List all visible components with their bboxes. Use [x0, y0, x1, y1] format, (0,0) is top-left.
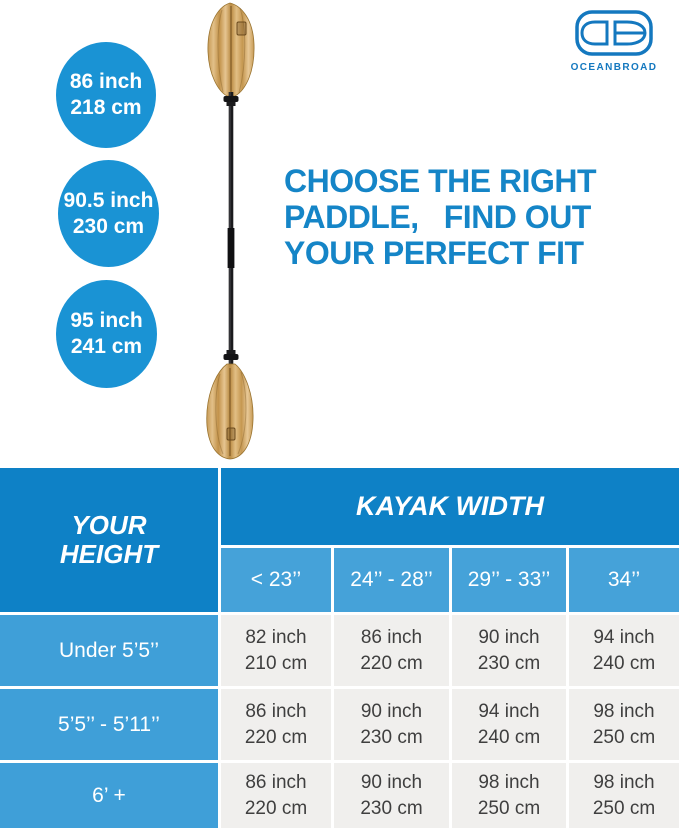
ferrule-joint — [227, 228, 235, 268]
size-cell: 94 inch 240 cm — [452, 689, 566, 760]
size-cell: 86 inch 220 cm — [221, 689, 331, 760]
paddle-top-blade — [207, 2, 255, 97]
drip-ring-top — [223, 96, 239, 102]
size-cell: 86 inch 220 cm — [221, 763, 331, 828]
oceanbroad-logo-icon — [575, 10, 653, 56]
paddle-shaft — [223, 92, 239, 364]
size-bubble-90inch: 90.5 inch 230 cm — [58, 160, 159, 267]
table-header-your-height: YOUR HEIGHT — [0, 468, 218, 612]
bubble-inch-label: 90.5 inch — [63, 188, 154, 212]
brand-wordmark: OCEANBROAD — [570, 62, 658, 73]
size-cell: 98 inch 250 cm — [569, 689, 679, 760]
size-bubble-95inch: 95 inch 241 cm — [56, 280, 157, 388]
bubble-cm-label: 218 cm — [70, 96, 142, 119]
bubble-inch-label: 95 inch — [70, 309, 143, 332]
size-cell: 94 inch 240 cm — [569, 615, 679, 686]
size-cell: 90 inch 230 cm — [334, 763, 449, 828]
size-cell: 90 inch 230 cm — [334, 689, 449, 760]
size-cell: 86 inch 220 cm — [334, 615, 449, 686]
size-bubble-86inch: 86 inch 218 cm — [56, 42, 156, 148]
page-title-line: CHOOSE THE RIGHT — [284, 163, 597, 199]
paddle-bottom-blade — [206, 363, 254, 460]
size-cell: 98 inch 250 cm — [569, 763, 679, 828]
row-label-under-5-5: Under 5’5’’ — [0, 615, 218, 686]
blade-logo-stamp — [236, 21, 247, 36]
brand-logo: OCEANBROAD — [566, 10, 662, 73]
page-title-line: PADDLE, FIND OUT — [284, 199, 591, 235]
blade-logo-stamp — [226, 427, 236, 441]
bubble-cm-label: 241 cm — [70, 335, 143, 358]
col-header-34: 34’’ — [569, 548, 679, 612]
size-cell: 90 inch 230 cm — [452, 615, 566, 686]
size-cell: 82 inch 210 cm — [221, 615, 331, 686]
page-title: CHOOSE THE RIGHT PADDLE, FIND OUT YOUR P… — [284, 163, 597, 271]
col-header-24-28: 24’’ - 28’’ — [334, 548, 449, 612]
bubble-cm-label: 230 cm — [72, 214, 145, 238]
size-chart-table: YOUR HEIGHT KAYAK WIDTH < 23’’ 24’’ - 28… — [0, 468, 679, 828]
size-cell: 98 inch 250 cm — [452, 763, 566, 828]
col-header-29-33: 29’’ - 33’’ — [452, 548, 566, 612]
row-label-5-5-to-5-11: 5’5’’ - 5’11’’ — [0, 689, 218, 760]
row-label-6-plus: 6’ + — [0, 763, 218, 828]
drip-ring-bottom — [223, 354, 239, 360]
bubble-inch-label: 86 inch — [69, 70, 143, 93]
kayak-paddle-image — [206, 2, 255, 460]
col-header-under-23: < 23’’ — [221, 548, 331, 612]
page-title-line: YOUR PERFECT FIT — [284, 235, 584, 271]
table-header-kayak-width: KAYAK WIDTH — [221, 468, 679, 545]
